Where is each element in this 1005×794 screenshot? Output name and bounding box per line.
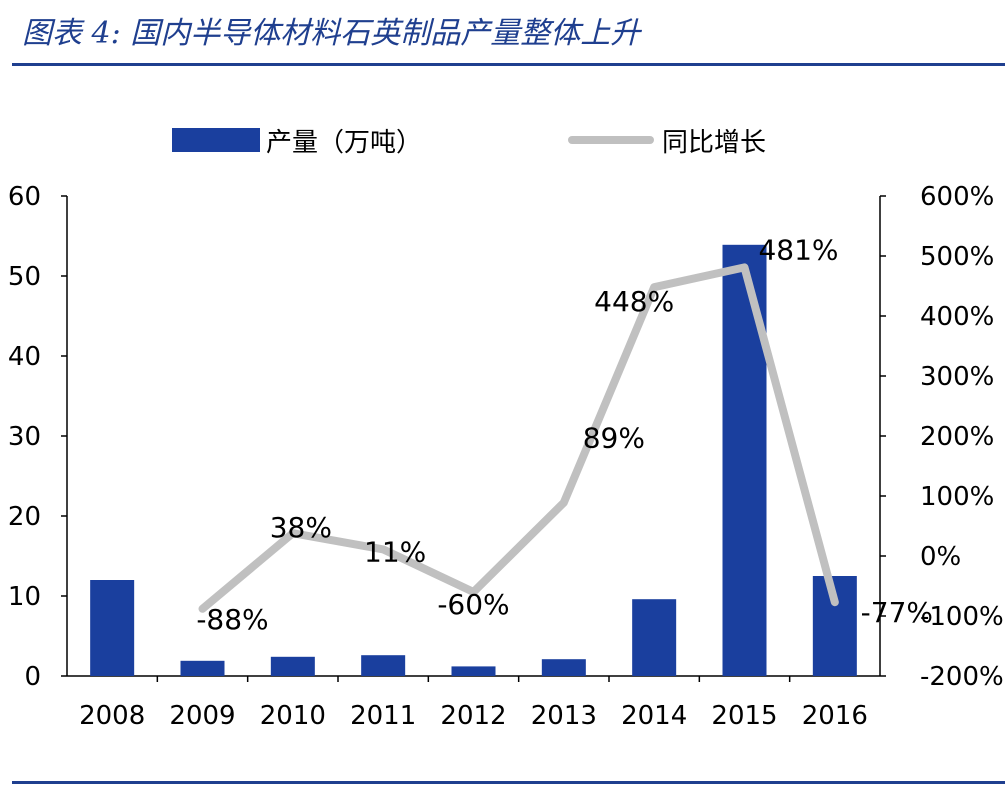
axes: 0 10 20 30 40 50 60 -200% -100% 0% 100% 200% 300% 400… <box>8 182 1004 731</box>
page-title: 图表 4: 国内半导体材料石英制品产量整体上升 <box>22 16 641 51</box>
legend: 产量（万吨） 同比增长 <box>172 128 766 158</box>
y-left-tick-label: 20 <box>8 502 41 532</box>
bar-2009 <box>180 660 225 676</box>
x-tick-label: 2013 <box>531 701 597 731</box>
footer-rule <box>12 781 1005 784</box>
bar-2008 <box>90 580 135 676</box>
legend-bar-label: 产量（万吨） <box>266 128 422 158</box>
growth-line-path <box>198 263 839 613</box>
x-tick-label: 2016 <box>802 701 868 731</box>
y-right-tick-label: 500% <box>920 242 994 272</box>
y-right-tick-label: 400% <box>920 302 994 332</box>
y-right-tick-label: 600% <box>920 182 994 212</box>
data-label-2013: 89% <box>583 422 645 455</box>
title-rule <box>12 63 1005 66</box>
x-tick-label: 2010 <box>260 701 326 731</box>
data-label-2009: -88% <box>196 603 268 636</box>
x-tick-label: 2009 <box>169 701 235 731</box>
y-right-tick-label: 200% <box>920 422 994 452</box>
y-right-tick-label: -200% <box>920 662 1004 692</box>
bar-2012 <box>451 666 496 676</box>
data-label-2014: 448% <box>594 285 674 318</box>
y-right-tick-label: 0% <box>920 542 961 572</box>
legend-line-label: 同比增长 <box>662 128 766 158</box>
x-tick-label: 2012 <box>440 701 506 731</box>
y-left-tick-label: 50 <box>8 262 41 292</box>
y-right-tick-label: 100% <box>920 482 994 512</box>
y-left-tick-label: 0 <box>24 662 41 692</box>
data-label-2012: -60% <box>437 588 509 621</box>
y-right-tick-label: -100% <box>920 602 1004 632</box>
x-tick-label: 2015 <box>711 701 777 731</box>
y-left-tick-label: 30 <box>8 422 41 452</box>
bar-2010 <box>270 656 315 676</box>
data-labels: -88% 38% 11% -60% 89% 448% 481% -77% <box>196 233 933 635</box>
bar-2013 <box>541 659 586 676</box>
y-left-tick-label: 40 <box>8 342 41 372</box>
legend-bar-swatch <box>172 128 260 152</box>
data-label-2015: 481% <box>758 233 838 266</box>
x-tick-label: 2008 <box>79 701 145 731</box>
y-left-tick-label: 10 <box>8 582 41 612</box>
y-left-tick-label: 60 <box>8 182 41 212</box>
bar-2011 <box>361 655 406 676</box>
data-label-2016: -77% <box>861 596 933 629</box>
x-tick-label: 2014 <box>621 701 687 731</box>
y-right-tick-label: 300% <box>920 362 994 392</box>
bar-2014 <box>632 599 677 676</box>
x-tick-label: 2011 <box>350 701 416 731</box>
growth-line <box>198 263 839 613</box>
data-label-2010: 38% <box>270 511 332 544</box>
data-label-2011: 11% <box>364 535 426 568</box>
